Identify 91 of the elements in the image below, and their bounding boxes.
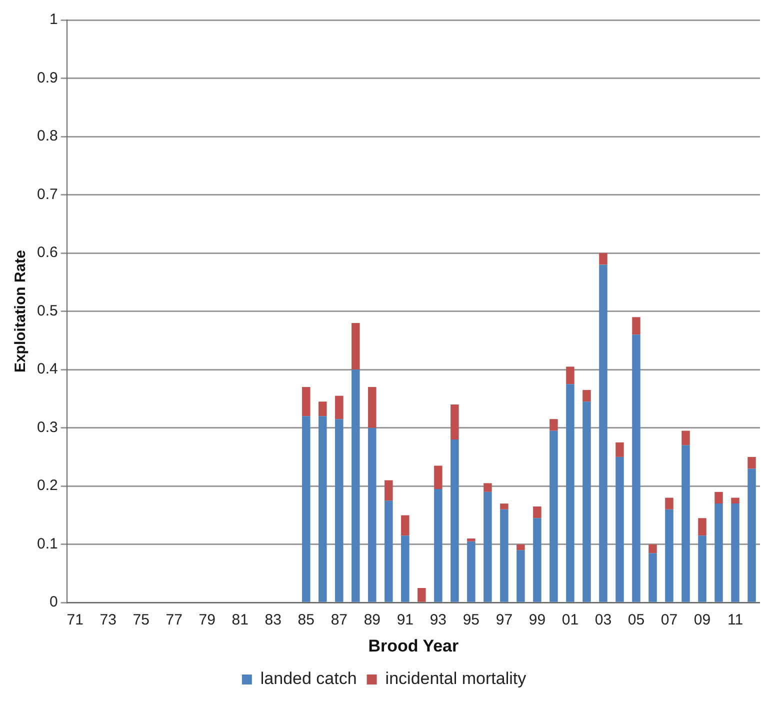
bar <box>533 518 542 602</box>
bar <box>566 384 574 602</box>
y-tick-label: 0.9 <box>36 69 58 86</box>
x-tick-label: 09 <box>694 612 711 629</box>
y-tick-label: 0.8 <box>36 128 58 145</box>
bar <box>582 402 591 602</box>
bar <box>318 416 327 602</box>
bar <box>632 334 640 602</box>
bar <box>418 588 426 602</box>
bar <box>748 456 756 469</box>
bar <box>731 498 740 504</box>
y-axis-title: Exploitation Rate <box>12 250 30 373</box>
bar <box>467 541 476 602</box>
x-tick-label: 85 <box>298 612 314 629</box>
bar <box>484 483 492 492</box>
bar <box>648 553 657 602</box>
bar <box>582 390 591 402</box>
bar <box>665 509 674 602</box>
bar <box>698 518 706 536</box>
x-tick-label: 81 <box>232 612 248 629</box>
y-tick-label: 0.1 <box>36 535 58 552</box>
x-tick-label: 01 <box>562 612 579 629</box>
bar <box>599 264 608 602</box>
bar <box>434 488 442 602</box>
bar <box>384 480 393 501</box>
bar <box>401 515 410 536</box>
x-tick-label: 97 <box>496 612 513 629</box>
bar <box>384 500 393 602</box>
bar <box>731 504 740 602</box>
bar <box>450 439 459 602</box>
bar <box>368 387 376 428</box>
x-tick-label: 87 <box>330 612 348 629</box>
y-tick-label: 0.2 <box>36 477 58 494</box>
bar <box>368 428 376 602</box>
bar <box>500 509 508 602</box>
bar <box>550 419 558 431</box>
bar <box>467 538 476 542</box>
bar <box>516 550 525 602</box>
y-tick-label: 0.3 <box>36 418 58 436</box>
bar <box>566 366 574 384</box>
y-tick-label: 0 <box>50 594 58 611</box>
bar <box>533 506 542 518</box>
y-tick-label: 1 <box>50 11 58 28</box>
bar <box>335 396 344 420</box>
bar <box>698 536 706 602</box>
bar <box>318 402 327 416</box>
bar <box>648 544 657 554</box>
y-tick-label: 0.5 <box>36 302 58 320</box>
y-tick-label: 0.6 <box>36 244 58 262</box>
bar <box>616 442 624 457</box>
x-tick-label: 03 <box>594 612 612 629</box>
x-tick-label: 71 <box>66 612 84 629</box>
bar <box>302 387 310 416</box>
bar <box>632 317 640 335</box>
x-tick-label: 05 <box>628 612 645 629</box>
bar <box>682 430 690 446</box>
x-tick-label: 11 <box>727 612 744 629</box>
bar <box>352 370 360 602</box>
x-tick-label: 91 <box>396 612 414 629</box>
y-tick-label: 0.4 <box>36 360 58 378</box>
x-tick-label: 73 <box>100 612 116 629</box>
legend-label: incidental mortality <box>385 669 527 688</box>
bar <box>616 456 624 602</box>
bar <box>748 468 756 602</box>
x-tick-label: 95 <box>462 612 480 629</box>
bar <box>450 404 459 440</box>
bar <box>599 253 608 265</box>
bar <box>714 492 723 504</box>
bar <box>352 322 360 370</box>
bar <box>335 419 344 602</box>
bar <box>714 504 723 602</box>
x-tick-label: 93 <box>430 612 447 629</box>
x-tick-label: 77 <box>166 612 182 629</box>
legend-label: landed catch <box>260 669 357 688</box>
bar <box>550 430 558 602</box>
x-tick-label: 07 <box>660 612 678 629</box>
bar <box>484 492 492 602</box>
bar <box>500 504 508 510</box>
x-tick-label: 75 <box>132 612 150 629</box>
x-tick-label: 83 <box>264 612 282 629</box>
y-tick-label: 0.7 <box>36 186 58 203</box>
x-tick-label: 79 <box>198 612 216 629</box>
bar <box>302 416 310 602</box>
x-tick-label: 99 <box>528 612 546 629</box>
bar <box>401 536 410 602</box>
x-tick-label: 89 <box>364 612 381 629</box>
bar <box>682 445 690 602</box>
bar <box>434 466 442 489</box>
bar <box>516 544 525 550</box>
bar <box>665 498 674 510</box>
x-axis-title: Brood Year <box>368 636 459 656</box>
